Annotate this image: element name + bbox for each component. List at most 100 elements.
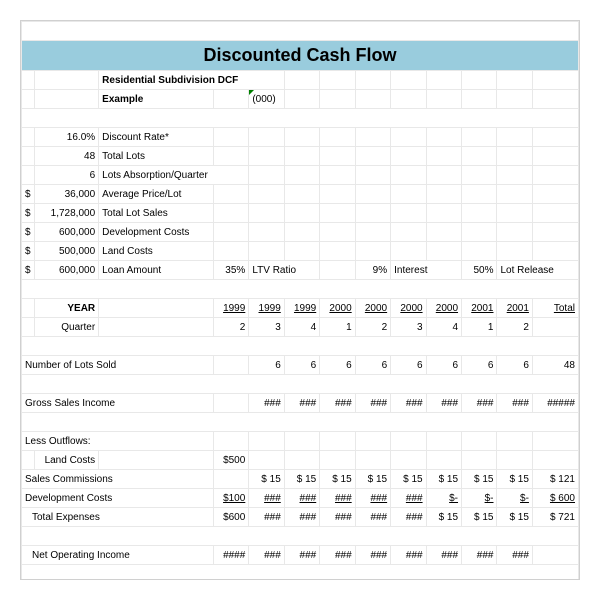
cell[interactable]: ### [355,546,390,565]
cell[interactable]: 6 [391,356,426,375]
cell[interactable]: 6 [426,356,461,375]
cell[interactable]: $- [497,489,532,508]
absorption-label: Lots Absorption/Quarter [99,166,249,185]
subtitle1: Residential Subdivision DCF [99,71,285,90]
cell[interactable]: ### [355,508,390,527]
cell[interactable]: $ 15 [426,470,461,489]
year-h: 2000 [426,299,461,318]
cell[interactable]: ##### [532,394,578,413]
cell[interactable]: $ 15 [426,508,461,527]
cell[interactable]: $- [462,489,497,508]
cell[interactable]: $ 600 [532,489,578,508]
cell[interactable]: $ 15 [497,470,532,489]
discount-rate-label: Discount Rate* [99,128,214,147]
cell[interactable]: ### [497,546,532,565]
cell[interactable]: $ 121 [532,470,578,489]
cell[interactable]: 6 [355,356,390,375]
cell[interactable]: ### [249,546,284,565]
dev-costs-value[interactable]: 600,000 [34,223,99,242]
rel-pct[interactable]: 50% [462,261,497,280]
q-h: 4 [284,318,319,337]
cell[interactable]: ### [249,489,284,508]
cur-avg-price: $ [22,185,35,204]
cell[interactable]: ### [284,508,319,527]
cell[interactable]: ### [320,489,355,508]
cell[interactable]: 6 [320,356,355,375]
cell[interactable]: $- [426,489,461,508]
cell[interactable]: ### [391,508,426,527]
land-costs-value[interactable]: 500,000 [34,242,99,261]
cell[interactable]: $ 15 [462,470,497,489]
cell[interactable]: $ 15 [462,508,497,527]
cell[interactable]: $ 721 [532,508,578,527]
int-pct[interactable]: 9% [355,261,390,280]
cell[interactable]: 48 [532,356,578,375]
land-costs-label: Land Costs [99,242,214,261]
cell[interactable]: ### [320,394,355,413]
total-sales-value[interactable]: 1,728,000 [34,204,99,223]
avg-price-value[interactable]: 36,000 [34,185,99,204]
units: (000) [249,90,284,109]
cur-loan: $ [22,261,35,280]
cell[interactable]: 6 [497,356,532,375]
cell[interactable]: ### [462,394,497,413]
year-h: 2001 [497,299,532,318]
cell[interactable]: ### [355,394,390,413]
cell[interactable]: 6 [284,356,319,375]
cell[interactable]: $600 [213,508,248,527]
cell[interactable]: ### [426,394,461,413]
dcf-table: Discounted Cash Flow Residential Subdivi… [21,21,579,580]
cell[interactable]: $100 [213,489,248,508]
cell[interactable]: ### [249,394,284,413]
cell[interactable]: $ 15 [391,470,426,489]
absorption-value[interactable]: 6 [34,166,99,185]
cell[interactable]: ### [284,394,319,413]
quarter-label: Quarter [34,318,99,337]
q-h: 3 [391,318,426,337]
cell[interactable]: ### [320,508,355,527]
ltv-pct[interactable]: 35% [213,261,248,280]
lots-sold-label: Number of Lots Sold [22,356,214,375]
cur-land-costs: $ [22,242,35,261]
cell[interactable]: $ 15 [284,470,319,489]
cell[interactable]: $ 15 [249,470,284,489]
discount-rate-value[interactable]: 16.0% [34,128,99,147]
cell[interactable]: ### [426,546,461,565]
year-h: 1999 [213,299,248,318]
cell[interactable] [213,470,248,489]
year-h: 2000 [355,299,390,318]
cell[interactable]: 6 [249,356,284,375]
cell[interactable] [532,546,578,565]
year-h: 2001 [462,299,497,318]
cell[interactable]: $ 15 [320,470,355,489]
cell[interactable]: ### [391,394,426,413]
cell[interactable]: ### [320,546,355,565]
less-outflows-label: Less Outflows: [22,432,214,451]
cell[interactable]: ### [462,546,497,565]
loan-value[interactable]: 600,000 [34,261,99,280]
cell[interactable]: ### [284,546,319,565]
cur-total-sales: $ [22,204,35,223]
cell[interactable]: $ 15 [497,508,532,527]
cell[interactable]: $ 15 [355,470,390,489]
cell[interactable]: $500 [213,451,248,470]
cell[interactable]: ### [284,489,319,508]
cell[interactable] [213,394,248,413]
cell[interactable]: #### [213,546,248,565]
cell[interactable]: 6 [462,356,497,375]
cell[interactable]: ### [391,489,426,508]
q-h: 1 [462,318,497,337]
q-h: 2 [497,318,532,337]
year-h: 2000 [320,299,355,318]
total-lots-value[interactable]: 48 [34,147,99,166]
rel-label: Lot Release [497,261,579,280]
q-h: 4 [426,318,461,337]
year-label: YEAR [34,299,99,318]
cell[interactable]: ### [497,394,532,413]
cell[interactable] [213,356,248,375]
cell[interactable]: ### [355,489,390,508]
year-h: 2000 [391,299,426,318]
land-costs-row-label: Land Costs [34,451,99,470]
cell[interactable]: ### [249,508,284,527]
cell[interactable]: ### [391,546,426,565]
